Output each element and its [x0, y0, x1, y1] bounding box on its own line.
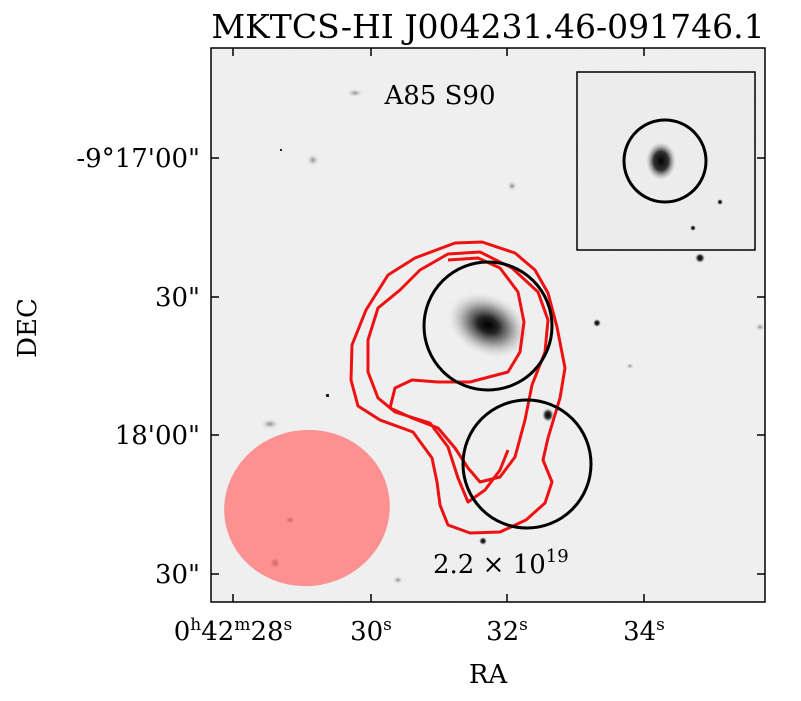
beam-ellipse [224, 429, 390, 587]
x-tick-label: 32s [486, 615, 528, 647]
y-tick-label: 30" [155, 560, 200, 590]
hi-contours [349, 240, 567, 535]
x-tick-label: 30s [350, 615, 392, 647]
figure-title: MKTCS-HI J004231.46-091746.1 [211, 7, 764, 46]
x-tick-labels: 0h42m28s 30s 32s 34s [174, 615, 665, 647]
contour-outer [349, 240, 567, 535]
plot-frame [210, 47, 766, 603]
contour-level-label: 2.2 × 1019 [433, 546, 569, 580]
inset-galaxy [646, 142, 676, 180]
tick-marks [211, 48, 765, 602]
contour-inner [366, 250, 550, 504]
field-label: A85 S90 [383, 81, 495, 111]
aperture-circle-offset [461, 398, 593, 530]
contour-level-exponent: 19 [546, 546, 569, 567]
x-tick-label: 0h42m28s [174, 615, 293, 647]
inset-panel [576, 71, 756, 251]
y-axis-label: DEC [13, 298, 43, 358]
contour-level-mantissa: 2.2 × 10 [433, 550, 546, 580]
x-tick-label: 34s [623, 615, 665, 647]
inset-aperture-circle [622, 118, 708, 204]
y-tick-labels: -9°17'00" 30" 18'00" 30" [76, 144, 200, 590]
target-galaxy [447, 292, 529, 358]
y-tick-label: -9°17'00" [76, 144, 200, 174]
aperture-circle-target [422, 260, 554, 392]
x-axis-label: RA [469, 660, 509, 690]
y-tick-label: 30" [155, 283, 200, 313]
y-tick-label: 18'00" [115, 421, 200, 451]
